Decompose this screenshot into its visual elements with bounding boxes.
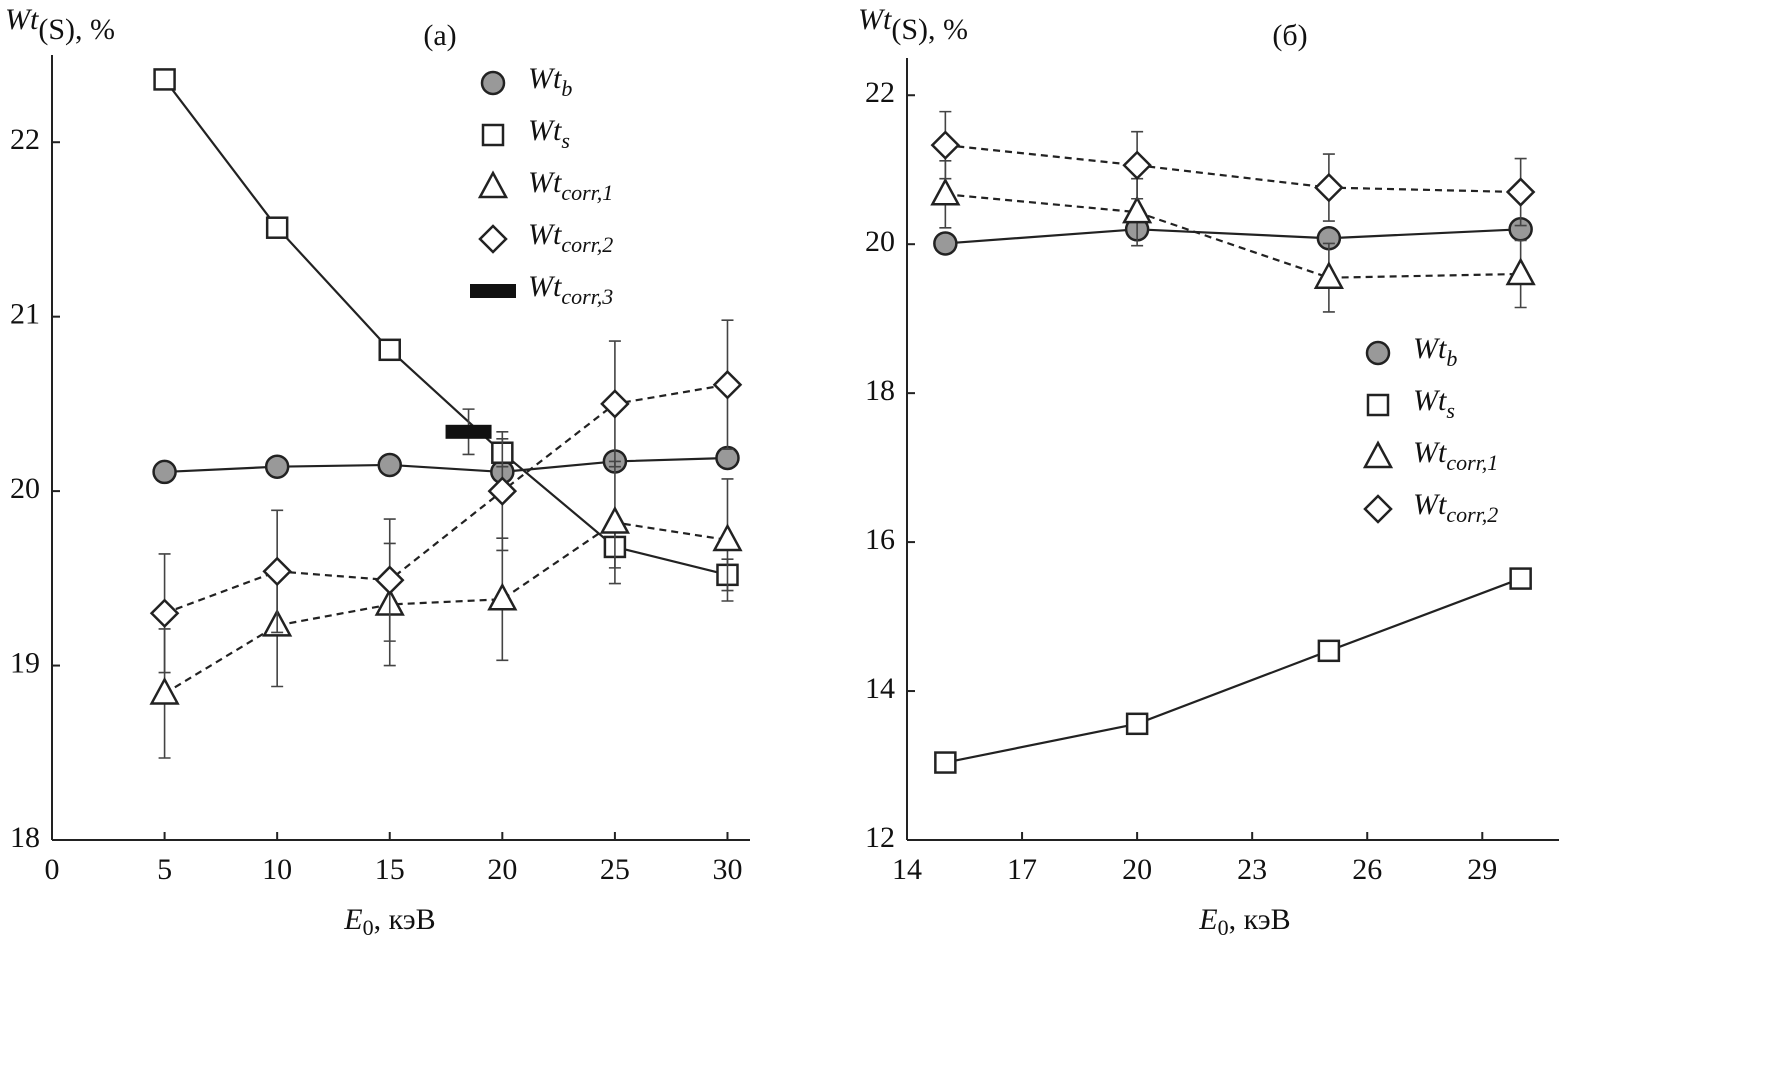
legend-label: Wts (1413, 384, 1455, 423)
legend-label: Wts (528, 114, 570, 153)
y-axis-title: Wt(S), % (858, 3, 968, 46)
series-line (164, 521, 728, 695)
marker-square (1125, 712, 1149, 736)
y-axis-title: Wt(S), % (5, 3, 115, 46)
y-tick-label: 22 (865, 76, 895, 109)
y-tick-label: 18 (10, 821, 40, 854)
x-tick-label: 26 (1352, 853, 1382, 886)
marker-diamond (487, 476, 518, 506)
series-line (945, 577, 1522, 764)
marker-diamond (1505, 177, 1536, 207)
legend-marker (1365, 340, 1391, 366)
marker-square (934, 751, 957, 774)
series-line (164, 383, 728, 615)
legend-marker (481, 123, 505, 147)
legend-label: Wtcorr,1 (528, 166, 613, 205)
legend-marker (1363, 494, 1393, 524)
y-tick-label: 22 (10, 123, 40, 156)
x-tick-label: 14 (892, 853, 922, 886)
panel-title: (a) (423, 19, 456, 52)
legend-marker (477, 170, 509, 199)
x-tick-label: 17 (1007, 853, 1037, 886)
x-axis-title: E0, кэВ (1198, 903, 1290, 940)
series-line (163, 78, 728, 576)
marker-diamond (1122, 150, 1152, 181)
marker-circle (377, 452, 402, 478)
marker-diamond (600, 389, 630, 419)
marker-square (265, 216, 289, 239)
marker-diamond (262, 556, 292, 587)
series-line (945, 193, 1521, 279)
x-tick-label: 5 (157, 853, 172, 886)
marker-diamond (712, 369, 743, 400)
marker-triangle (1505, 257, 1536, 286)
marker-triangle (149, 676, 180, 705)
marker-diamond (374, 565, 405, 595)
x-tick-label: 29 (1467, 853, 1497, 886)
y-tick-label: 12 (865, 821, 895, 854)
y-tick-label: 18 (865, 374, 895, 407)
marker-diamond (1314, 172, 1344, 203)
legend-label: Wtb (1413, 332, 1457, 371)
series-line (945, 228, 1521, 245)
marker-triangle (487, 582, 518, 611)
panel-title: (б) (1272, 19, 1307, 52)
marker-triangle (930, 177, 961, 206)
legend-marker (478, 224, 508, 254)
legend-marker (1366, 393, 1390, 417)
y-tick-label: 20 (10, 472, 40, 505)
marker-triangle (1313, 261, 1344, 289)
marker-square (153, 68, 176, 91)
y-tick-label: 19 (10, 646, 40, 679)
x-tick-label: 23 (1237, 853, 1267, 886)
panel: 18 19 20 21 22 0 5 10 15 20 25 30 (a) Wt(S), % E0, кэВ… (5, 3, 750, 940)
legend-label: Wtcorr,3 (528, 270, 613, 309)
x-tick-label: 20 (1122, 853, 1152, 886)
legend-marker (480, 70, 506, 96)
legend-label: Wtcorr,1 (1413, 436, 1498, 475)
x-tick-label: 0 (45, 853, 60, 886)
legend-label: Wtcorr,2 (1413, 488, 1498, 527)
x-tick-label: 10 (262, 853, 292, 886)
marker-triangle (1122, 195, 1153, 224)
x-tick-label: 25 (600, 853, 630, 886)
marker-square (1317, 639, 1341, 663)
marker-triangle (712, 523, 743, 552)
marker-diamond (930, 130, 961, 160)
x-tick-label: 30 (712, 853, 742, 886)
y-tick-label: 21 (10, 298, 40, 331)
marker-square (1509, 567, 1532, 590)
x-tick-label: 20 (487, 853, 517, 886)
marker-bar (445, 424, 492, 439)
x-axis-title: E0, кэВ (343, 903, 435, 940)
y-tick-label: 14 (865, 672, 895, 705)
legend-marker (1362, 440, 1394, 469)
marker-square (378, 338, 401, 362)
y-tick-label: 20 (865, 225, 895, 258)
marker-circle (152, 459, 177, 485)
series-line (945, 144, 1521, 194)
legend-label: Wtb (528, 62, 572, 101)
legend-label: Wtcorr,2 (528, 218, 613, 257)
marker-circle (264, 454, 290, 479)
marker-circle (933, 231, 958, 256)
y-tick-label: 16 (865, 523, 895, 556)
x-tick-label: 15 (375, 853, 405, 886)
marker-triangle (599, 505, 631, 534)
marker-circle (715, 445, 740, 471)
series-line (164, 456, 728, 474)
legend-marker (470, 284, 516, 298)
marker-diamond (149, 598, 180, 628)
